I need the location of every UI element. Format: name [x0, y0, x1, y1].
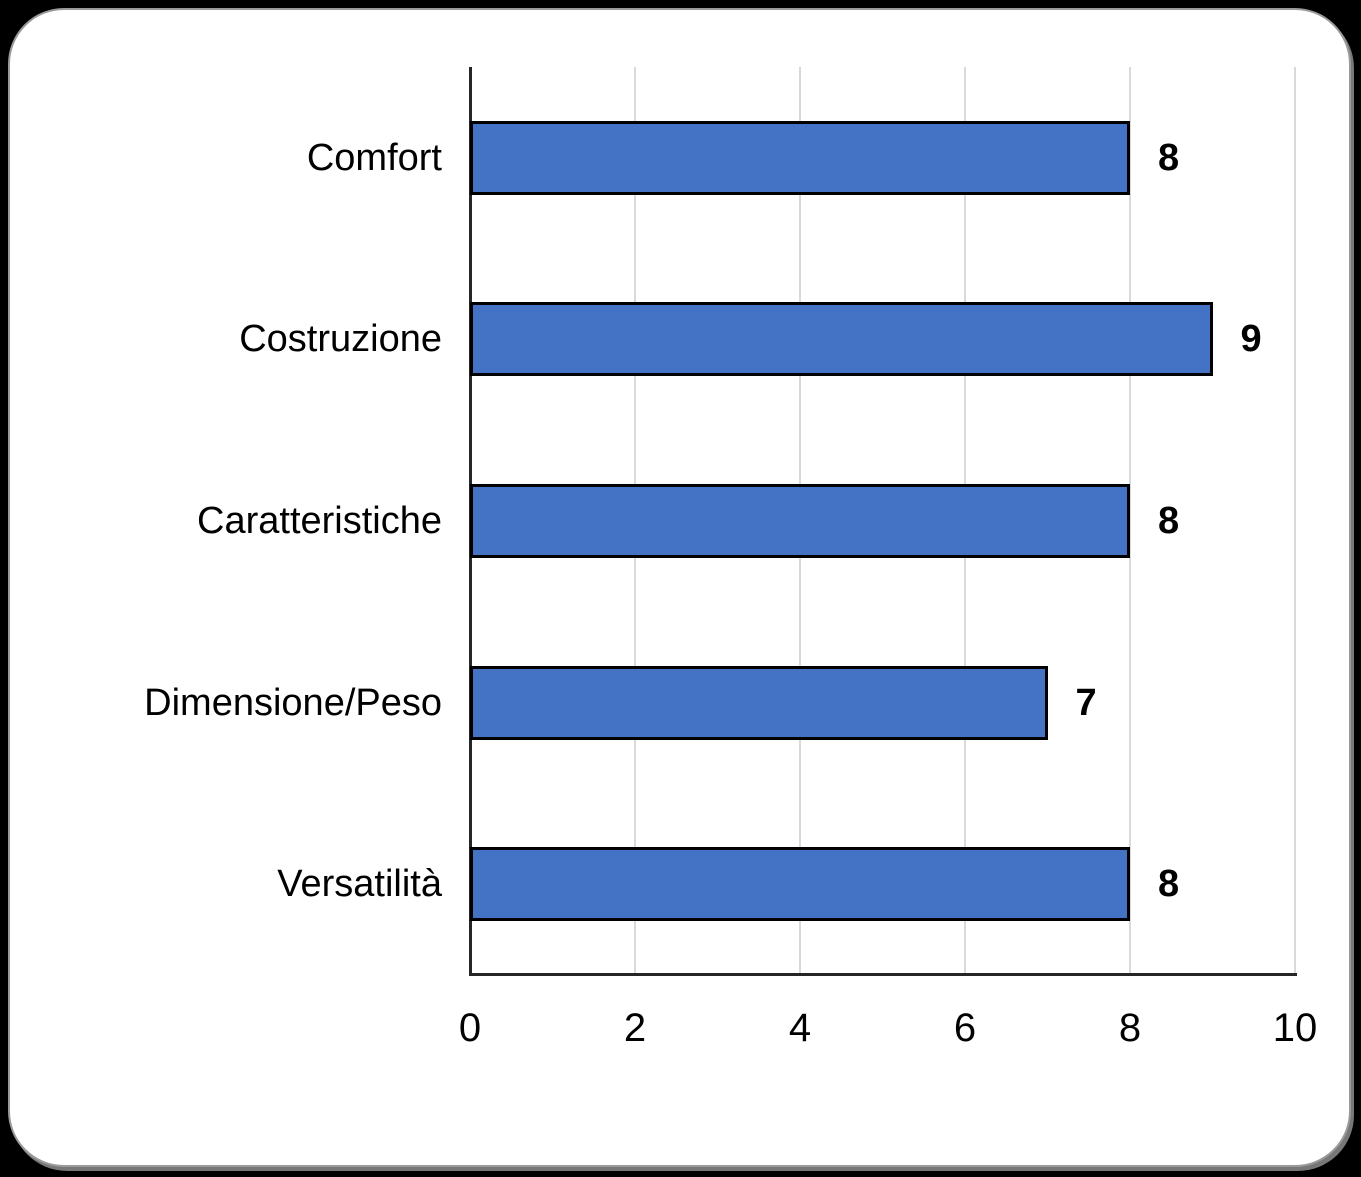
- category-label: Costruzione: [239, 318, 442, 361]
- category-label: Versatilità: [277, 863, 442, 906]
- data-label: 9: [1240, 318, 1262, 361]
- x-tick-label-0: 0: [458, 1006, 482, 1050]
- x-axis-line: [469, 973, 1297, 976]
- x-tick-label-6: 6: [953, 1006, 977, 1050]
- category-label: Dimensione/Peso: [144, 681, 442, 724]
- bar-comfort: [470, 120, 1130, 195]
- data-label: 7: [1075, 681, 1097, 724]
- x-tick-label-2: 2: [623, 1006, 647, 1050]
- gridline-x-8: [1129, 67, 1131, 975]
- data-label: 8: [1158, 863, 1180, 906]
- bar-dimensione-peso: [470, 665, 1048, 740]
- chart-card: Comfort Costruzione Caratteristiche Dimensi…: [8, 8, 1351, 1167]
- category-label: Caratteristiche: [197, 500, 442, 542]
- category-label: Comfort: [306, 136, 442, 179]
- bar-costruzione: [470, 302, 1213, 377]
- bar-versatilit-: [470, 847, 1130, 922]
- x-tick-label-4: 4: [788, 1006, 812, 1050]
- x-tick-label-10: 10: [1272, 1006, 1318, 1050]
- bar-caratteristiche: [470, 484, 1130, 558]
- x-tick-label-8: 8: [1118, 1006, 1142, 1050]
- data-label: 8: [1158, 500, 1180, 542]
- bar-chart: Comfort Costruzione Caratteristiche Dimensi…: [10, 10, 1349, 1165]
- data-label: 8: [1158, 136, 1180, 179]
- gridline-x-10: [1294, 67, 1296, 975]
